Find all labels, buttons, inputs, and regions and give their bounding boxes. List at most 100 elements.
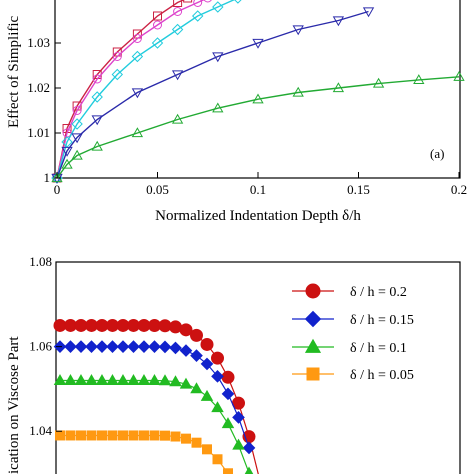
panel-a-data-point [171,70,184,81]
panel-b-y-tick-label: 1.08 [29,254,52,269]
panel-b-data-point [148,374,161,386]
panel-b-y-tick-label: 1.06 [29,339,52,354]
panel-a-data-point [234,0,242,4]
panel-b-data-point [160,430,170,441]
panel-b-data-point [65,430,76,441]
panel-b-y-tick-label: 1.04 [29,423,52,438]
panel-a-data-point [212,102,224,113]
panel-b-data-point [170,431,181,442]
panel-b-data-point [106,374,119,386]
panel-a-data-point [131,50,144,63]
panel-b-data-point [128,430,139,441]
panel-a-data-point [191,10,204,22]
panel-b-data-point [221,387,235,401]
panel-b-data-point [55,430,65,441]
panel-b-data-point [211,370,224,383]
panel-a-data-point [252,93,264,104]
legend-label: δ / h = 0.15 [350,313,414,328]
panel-b-data-point [200,357,214,371]
panel-b-series-line [60,434,229,474]
panel-a-data-point [171,23,184,36]
panel-a-data-point [372,77,385,88]
panel-a-y-tick-label: 1 [44,170,51,185]
panel-a-x-tick-label: 0.05 [146,182,169,197]
panel-a-data-point [292,25,304,36]
panel-b-data-point [76,430,86,441]
legend-marker [305,283,321,299]
panel-a-series-line [56,76,460,179]
panel-b-data-point [223,468,233,474]
panel-b-data-point [137,340,151,353]
panel-a-data-point [132,34,142,43]
panel-b-data-point [190,382,203,394]
panel-a-data-point [71,133,83,144]
panel-b-data-point [148,340,161,353]
panel-b-data-point [64,374,77,386]
legend-marker [306,367,320,381]
panel-a-data-point [203,0,212,3]
panel-b-data-point [158,374,172,386]
panel-b-data-point [232,411,245,424]
panel-b-data-point [149,430,160,441]
panel-b-series-3 [55,430,233,474]
panel-a-series-3 [51,7,375,184]
panel-a-data-point [212,1,224,13]
panel-b-data-point [86,430,97,441]
panel-a-data-point [91,91,103,103]
legend-marker [304,310,322,328]
panel-a-data-point [153,20,162,30]
panel-a-x-tick-label: 0.1 [250,182,266,197]
panel-a-ylabel: Effect of Simplific [6,15,22,128]
panel-b-data-point [158,340,172,354]
panel-b-series [53,318,259,474]
panel-b-data-point [179,377,193,389]
panel-a-data-point [72,106,82,115]
panel-a-series-0 [52,0,193,183]
panel-a-data-point [153,11,162,21]
panel-b-data-point [190,328,203,342]
panel-a-data-point [91,140,103,151]
legend-label: δ / h = 0.2 [350,285,407,300]
panel-b-data-point [179,344,193,357]
panel-b-data-point [244,466,254,474]
panel-b-data-point [212,454,223,465]
panel-b-data-point [181,433,191,444]
panel-b-data-point [200,337,214,351]
panel-a-series-1 [52,0,212,183]
panel-a-data-point [332,16,345,27]
panel-b-data-point [137,374,151,386]
panel-a-data-point [332,82,345,93]
panel-a-series-2 [51,0,242,184]
panel-b-data-point [200,389,214,401]
panel-a-data-point [92,74,102,84]
panel-b-data-point [106,340,119,353]
panel-a-frame [54,0,461,179]
panel-b-data-point [116,374,130,386]
panel-b-series-1 [53,340,256,455]
panel-a-ticks: 0 0.05 0.1 0.15 0.2 1 1.01 1.02 1.03 [27,35,467,197]
panel-b-legend: δ / h = 0.2 δ / h = 0.15 δ / h = 0.1 δ / h … [292,283,414,383]
legend-label: δ / h = 0.1 [350,341,407,356]
panel-a-data-point [173,0,183,8]
panel-a-data-point [61,146,73,157]
panel-a-data-point [193,0,203,7]
panel-b-data-point [107,430,118,441]
panel-b-data-point [127,374,140,386]
panel-a-data-point [61,158,73,169]
panel-a-data-point [183,0,193,3]
panel-a-y-tick-label: 1.02 [27,80,50,95]
panel-a-data-point [413,74,425,84]
panel-a-series-line [56,0,236,179]
panel-a-data-point [111,68,124,81]
panel-a-x-tick-label: 0.2 [451,182,467,197]
panel-a-series [51,0,465,184]
panel-a-data-point [173,7,183,16]
panel-a-x-tick-label: 0.15 [347,182,370,197]
panel-a-xlabel: Normalized Indentation Depth δ/h [155,208,361,224]
panel-a-data-point [112,52,122,61]
panel-b-data-point [169,341,182,355]
panel-a-series-4 [51,70,465,183]
panel-a-data-point [71,118,83,130]
panel-b-ticks: 1.04 1.06 1.08 [29,254,62,438]
